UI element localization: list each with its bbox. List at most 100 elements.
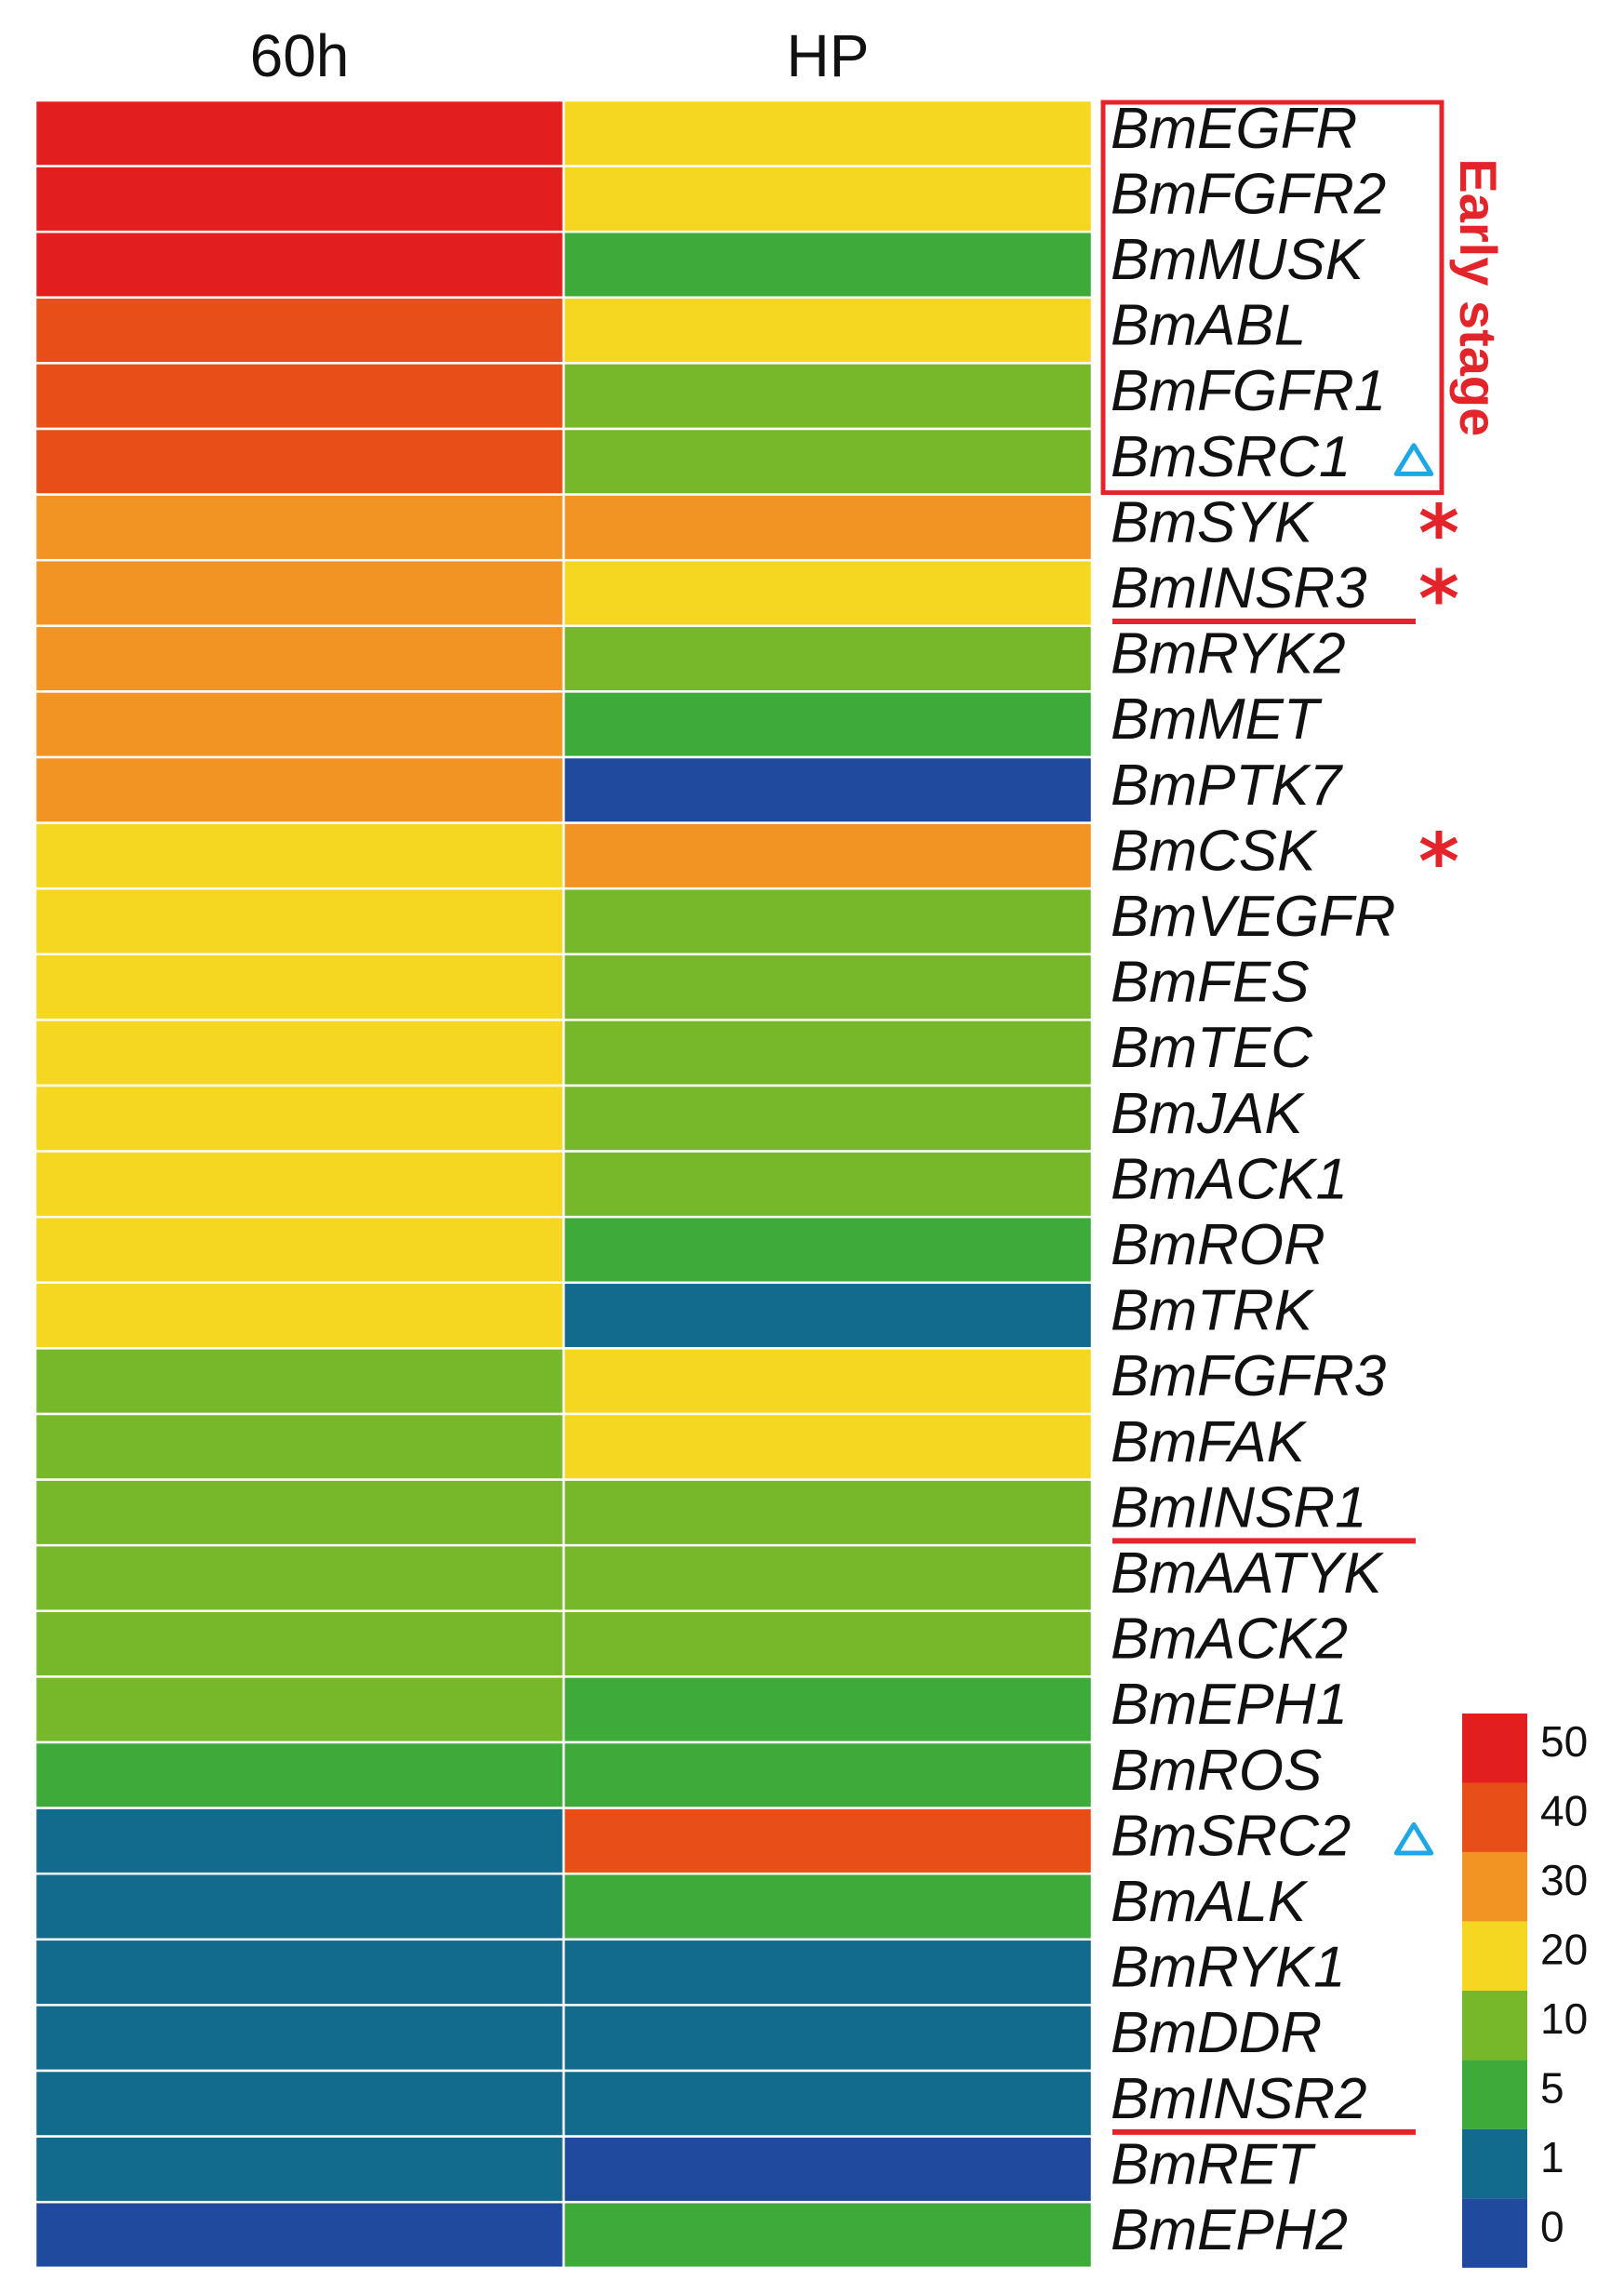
cell-bmsyk-hp (562, 493, 1094, 562)
gene-label-bmfgfr3: BmFGFR3 (1111, 1344, 1386, 1408)
cell-bmmusk-60h (33, 230, 566, 300)
column-header-60h: 60h (250, 22, 350, 89)
legend-swatch-20 (1462, 1921, 1527, 1991)
cell-bmtec-hp (562, 1019, 1094, 1087)
legend-label-50: 50 (1540, 1717, 1588, 1766)
cell-bminsr2-60h (33, 2069, 566, 2138)
cell-bmsrc2-60h (33, 1807, 566, 1875)
cell-bmtec-60h (33, 1019, 566, 1087)
column-header-hp: HP (787, 22, 870, 89)
cell-bmddr-hp (562, 2004, 1094, 2073)
cell-bmack1-hp (562, 1150, 1094, 1219)
gene-label-bminsr2: BmINSR2 (1111, 2067, 1367, 2131)
cell-bmmusk-hp (562, 230, 1094, 300)
cell-bmtrk-hp (562, 1281, 1094, 1350)
cell-bmeph1-hp (562, 1675, 1094, 1744)
gene-label-bminsr1: BmINSR1 (1111, 1475, 1367, 1540)
legend-label-0: 0 (1540, 2202, 1564, 2250)
cell-bmfak-hp (562, 1412, 1094, 1481)
cell-bmack2-hp (562, 1609, 1094, 1678)
gene-label-bmryk2: BmRYK2 (1111, 622, 1346, 687)
early-stage-box (1100, 100, 1444, 496)
legend-label-1: 1 (1540, 2133, 1564, 2181)
legend-swatch-50 (1462, 1714, 1527, 1783)
triangle-icon (1393, 1821, 1434, 1856)
cell-bmryk1-60h (33, 1938, 566, 2007)
gene-label-bmryk1: BmRYK1 (1111, 1936, 1346, 2000)
legend-swatch-40 (1462, 1782, 1527, 1852)
cell-bmaatyk-60h (33, 1543, 566, 1613)
gene-label-bmret: BmRET (1111, 2132, 1316, 2196)
gene-label-bmddr: BmDDR (1111, 2001, 1322, 2065)
cell-bmvegfr-hp (562, 887, 1094, 956)
gene-label-bmeph2: BmEPH2 (1111, 2198, 1348, 2262)
cell-bmfgfr3-60h (33, 1347, 566, 1416)
cell-bmddr-60h (33, 2004, 566, 2073)
cell-bmabl-60h (33, 296, 566, 365)
cell-bminsr3-60h (33, 558, 566, 628)
gene-label-bmmusk: BmMUSK (1111, 228, 1366, 292)
cell-bmret-60h (33, 2135, 566, 2204)
cell-bmjak-60h (33, 1084, 566, 1153)
gene-label-bmcsk: BmCSK (1111, 819, 1318, 883)
cell-bmryk2-hp (562, 624, 1094, 693)
cell-bmfgfr2-60h (33, 165, 566, 233)
cell-bmfgfr1-hp (562, 362, 1094, 431)
gene-label-bmror: BmROR (1111, 1213, 1325, 1277)
cell-bmack1-60h (33, 1150, 566, 1219)
cell-bmaatyk-hp (562, 1543, 1094, 1613)
gene-label-bmeph1: BmEPH1 (1111, 1673, 1348, 1737)
gene-label-bmfes: BmFES (1111, 951, 1310, 1015)
cell-bmjak-hp (562, 1084, 1094, 1153)
legend-swatch-30 (1462, 1851, 1527, 1922)
cell-bmack2-60h (33, 1609, 566, 1678)
cell-bmptk7-hp (562, 755, 1094, 824)
cell-bmtrk-60h (33, 1281, 566, 1350)
gene-label-bmack1: BmACK1 (1111, 1147, 1348, 1211)
cell-bmfgfr3-hp (562, 1347, 1094, 1416)
gene-label-bmfak: BmFAK (1111, 1410, 1308, 1474)
heatmap-cells (33, 99, 1094, 2270)
cell-bmmet-hp (562, 690, 1094, 759)
gene-label-bmsrc2: BmSRC2 (1111, 1804, 1351, 1868)
cell-bmcsk-hp (562, 821, 1094, 890)
gene-label-bmsrc1: BmSRC1 (1111, 425, 1351, 489)
asterisk-marker: * (1418, 487, 1459, 579)
gene-label-bmfgfr2: BmFGFR2 (1111, 162, 1386, 226)
cell-bmryk1-hp (562, 1938, 1094, 2007)
cell-bmsrc1-hp (562, 427, 1094, 496)
legend-swatch-10 (1462, 1990, 1527, 2061)
cell-bmryk2-60h (33, 624, 566, 693)
cell-bmeph2-hp (562, 2200, 1094, 2270)
cell-bmabl-hp (562, 296, 1094, 365)
cell-bmegfr-60h (33, 99, 566, 167)
column-headers: 60h HP (250, 22, 870, 89)
cell-bmeph1-60h (33, 1675, 566, 1744)
legend-label-5: 5 (1540, 2064, 1564, 2113)
cell-bmalk-60h (33, 1872, 566, 1941)
cell-bmros-60h (33, 1741, 566, 1809)
cell-bmptk7-60h (33, 755, 566, 824)
cell-bmros-hp (562, 1741, 1094, 1809)
cell-bmegfr-hp (562, 99, 1094, 167)
gene-label-bmvegfr: BmVEGFR (1111, 885, 1396, 949)
legend-swatch-0 (1462, 2198, 1527, 2268)
gene-label-bmptk7: BmPTK7 (1111, 754, 1344, 818)
cell-bmvegfr-60h (33, 887, 566, 956)
cell-bmfak-60h (33, 1412, 566, 1481)
cell-bminsr3-hp (562, 558, 1094, 628)
legend-label-40: 40 (1540, 1787, 1588, 1835)
cell-bmsyk-60h (33, 493, 566, 562)
cell-bmfgfr1-60h (33, 362, 566, 431)
legend-label-20: 20 (1540, 1926, 1588, 1974)
annotations: ***Early stage (1100, 100, 1508, 2135)
gene-label-bmjak: BmJAK (1111, 1082, 1305, 1146)
cell-bmror-hp (562, 1215, 1094, 1285)
cell-bminsr1-60h (33, 1478, 566, 1547)
cell-bmeph2-60h (33, 2200, 566, 2270)
legend-label-10: 10 (1540, 1994, 1588, 2043)
legend-swatch-1 (1462, 2128, 1527, 2199)
